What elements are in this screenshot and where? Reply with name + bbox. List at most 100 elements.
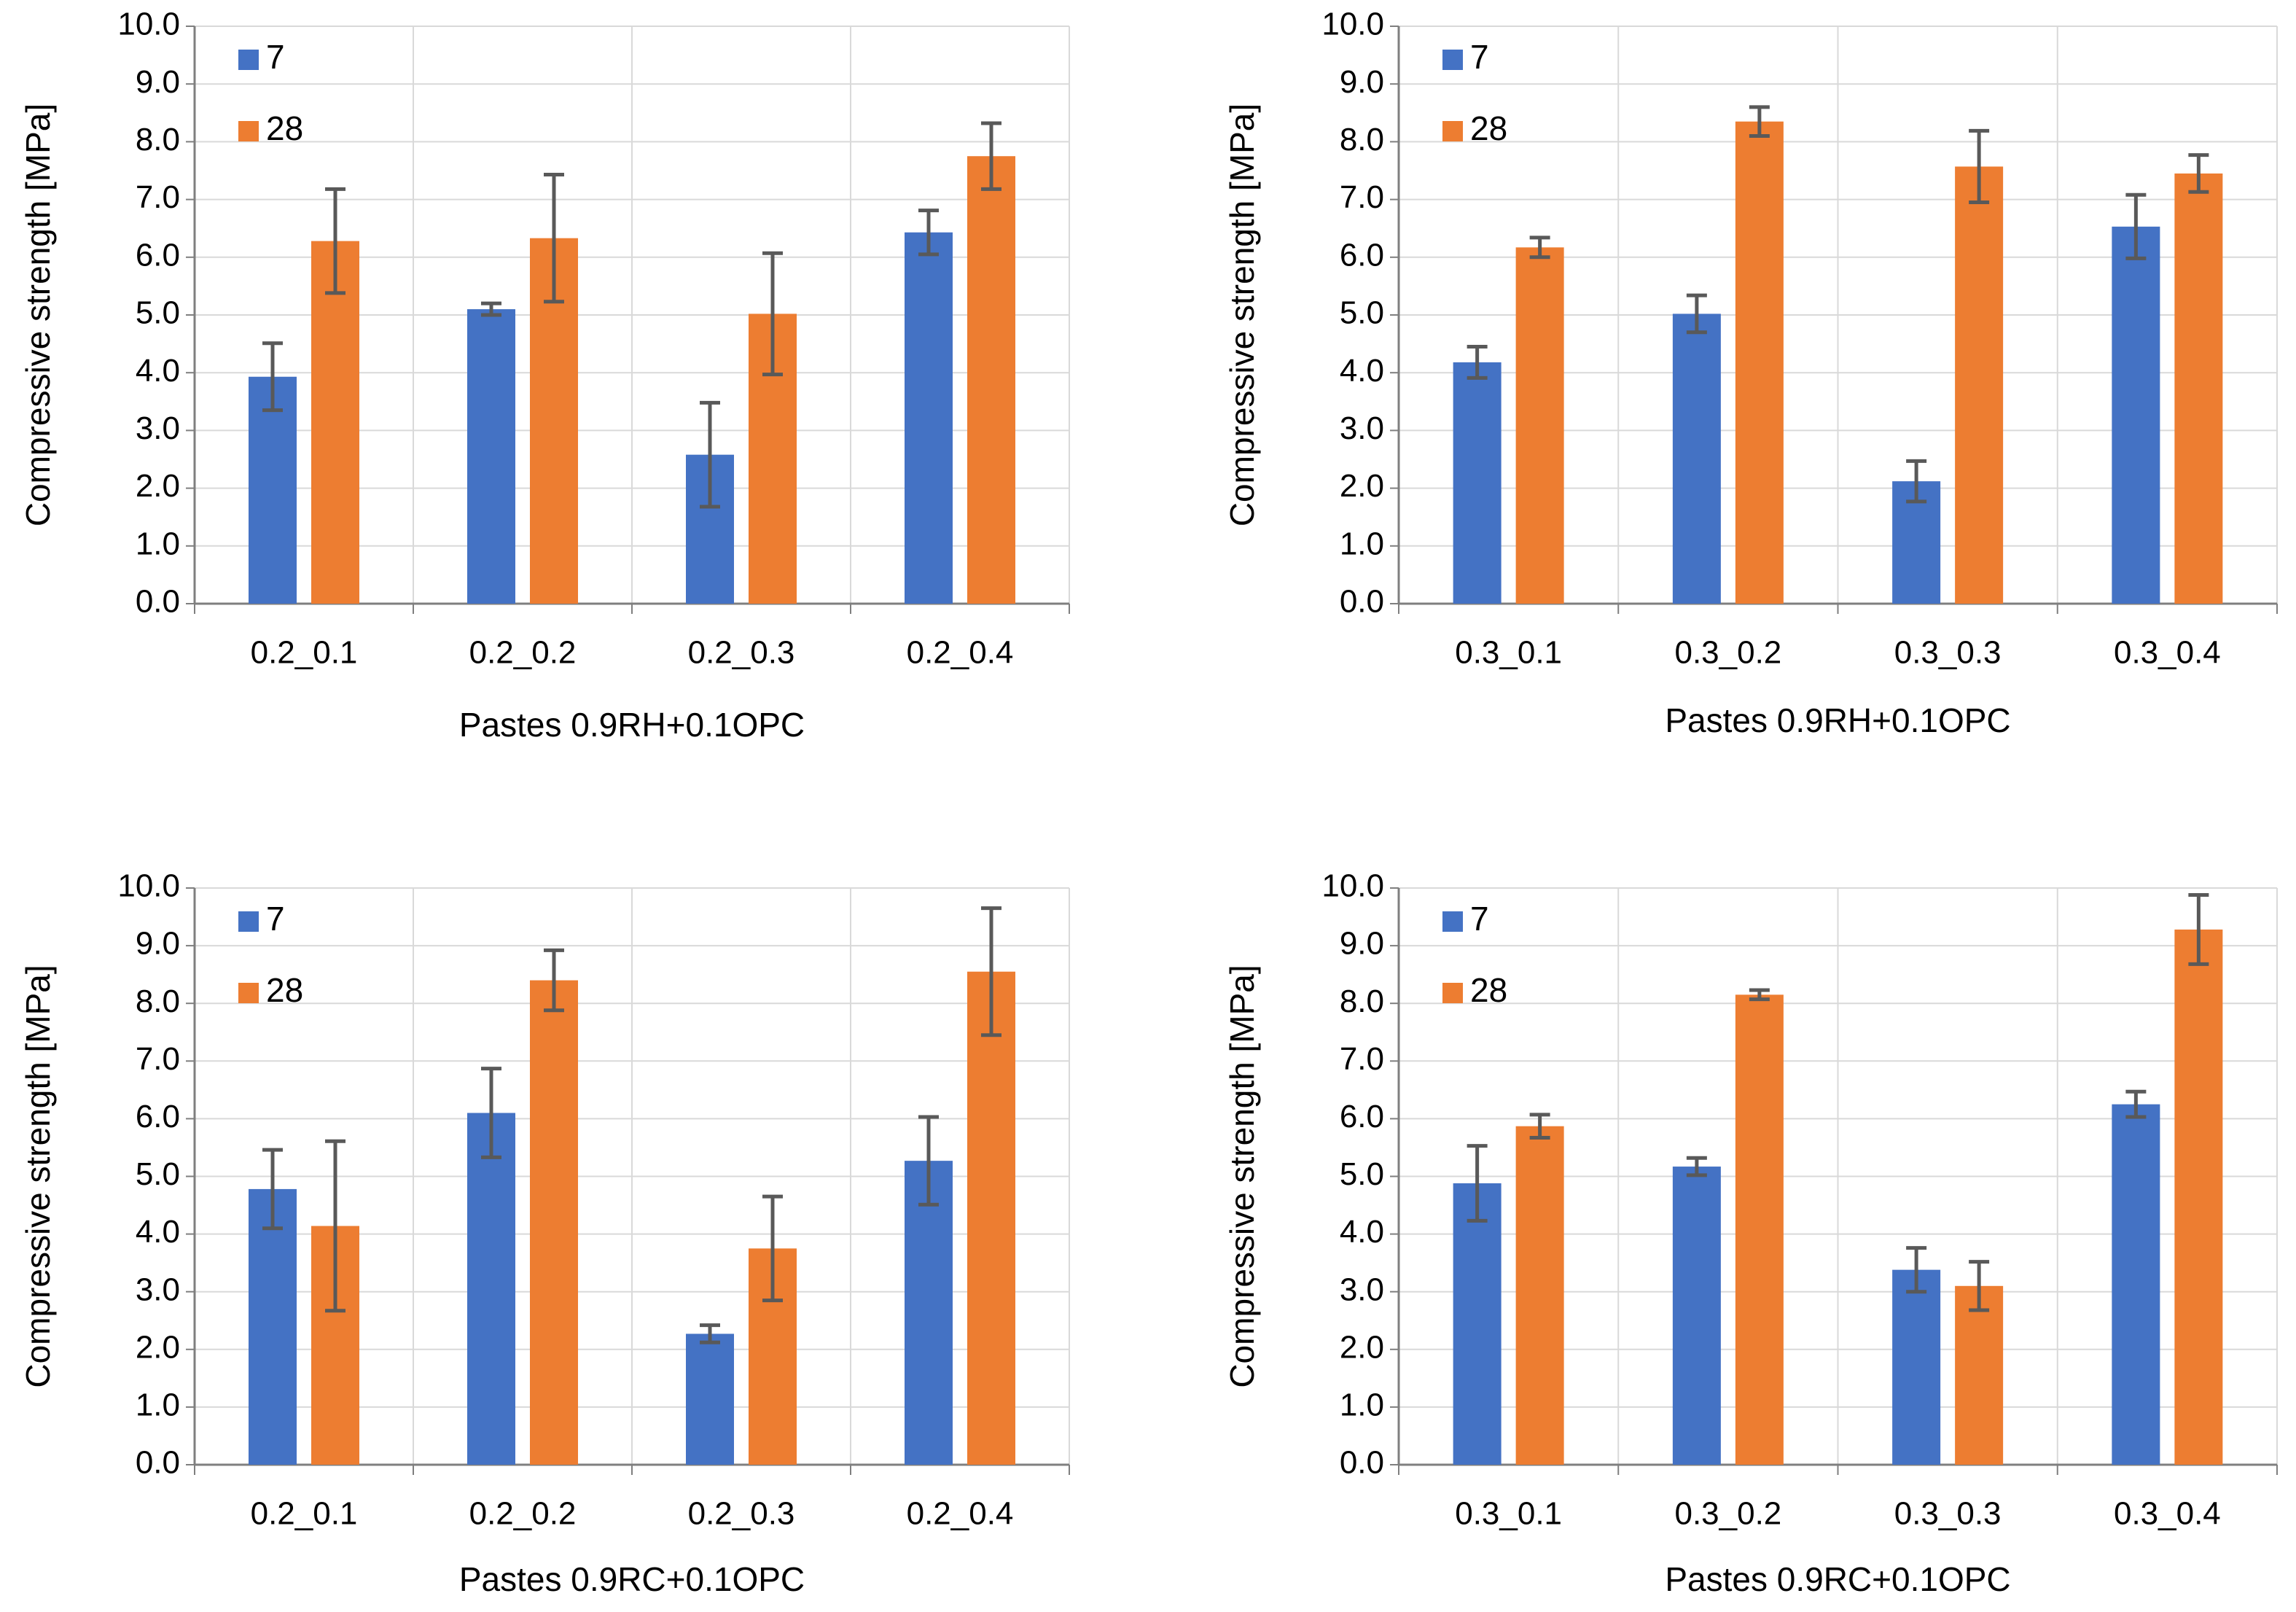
bar	[1453, 1183, 1502, 1465]
legend-swatch	[1442, 911, 1463, 932]
legend-label: 7	[1470, 38, 1489, 76]
error-bar	[325, 187, 345, 295]
y-tick-label: 6.0	[1340, 237, 1384, 273]
error-bar	[1969, 1260, 1990, 1312]
error-bar	[544, 173, 564, 304]
error-bar	[918, 1115, 939, 1207]
y-tick-label: 10.0	[1321, 7, 1384, 42]
y-tick-label: 5.0	[136, 1156, 180, 1192]
legend-label: 28	[266, 109, 303, 147]
y-tick-label: 3.0	[136, 410, 180, 446]
x-tick-label: 0.2_0.3	[688, 1496, 795, 1532]
y-tick-label: 2.0	[136, 468, 180, 504]
legend-swatch	[238, 911, 259, 932]
error-bar	[544, 948, 564, 1013]
error-bar	[700, 1323, 720, 1344]
bar	[1453, 362, 1502, 604]
bar	[1672, 314, 1721, 604]
y-axis-title: Compressive strength [MPa]	[1223, 965, 1261, 1387]
legend-swatch	[1442, 983, 1463, 1003]
y-tick-label: 2.0	[1340, 468, 1384, 504]
error-bar	[1749, 105, 1770, 138]
y-tick-label: 0.0	[136, 1445, 180, 1481]
error-bar	[1529, 1113, 1550, 1140]
bar	[2112, 1104, 2160, 1465]
y-tick-label: 0.0	[1340, 1445, 1384, 1481]
error-bar	[2188, 153, 2209, 194]
y-tick-label: 0.0	[136, 584, 180, 620]
legend-swatch	[238, 983, 259, 1003]
y-tick-label: 8.0	[136, 984, 180, 1019]
x-tick-label: 0.2_0.4	[907, 635, 1014, 671]
x-tick-label: 0.2_0.2	[469, 635, 577, 671]
y-axis-title: Compressive strength [MPa]	[19, 104, 57, 526]
x-axis-title: Pastes 0.9RH+0.1OPC	[459, 706, 805, 744]
error-bar	[1906, 459, 1927, 504]
y-tick-label: 7.0	[1340, 1041, 1384, 1077]
error-bar	[1749, 988, 1770, 1002]
x-tick-label: 0.3_0.3	[1894, 635, 2002, 671]
x-tick-label: 0.3_0.4	[2114, 635, 2221, 671]
y-tick-label: 6.0	[136, 237, 180, 273]
y-tick-label: 1.0	[1340, 526, 1384, 561]
bar	[967, 971, 1015, 1465]
y-tick-label: 7.0	[136, 179, 180, 215]
error-bar	[1969, 128, 1990, 205]
error-bar	[481, 301, 501, 317]
y-tick-label: 3.0	[1340, 410, 1384, 446]
y-tick-label: 2.0	[136, 1329, 180, 1365]
x-tick-label: 0.2_0.4	[907, 1496, 1014, 1532]
error-bar	[1467, 1144, 1488, 1223]
error-bar	[1686, 293, 1707, 335]
y-tick-label: 7.0	[136, 1041, 180, 1077]
bar	[467, 1113, 515, 1465]
x-tick-label: 0.3_0.2	[1674, 635, 1781, 671]
error-bar	[918, 209, 939, 257]
y-tick-label: 1.0	[136, 1387, 180, 1423]
bar	[1672, 1167, 1721, 1465]
bar	[1955, 166, 2004, 604]
y-tick-label: 6.0	[136, 1099, 180, 1134]
legend-label: 7	[1470, 900, 1489, 938]
x-tick-label: 0.2_0.1	[251, 1496, 358, 1532]
y-tick-label: 10.0	[1321, 868, 1384, 904]
bar	[1955, 1285, 2004, 1465]
bar	[2174, 929, 2223, 1465]
x-axis-title: Pastes 0.9RC+0.1OPC	[1665, 1560, 2010, 1598]
y-tick-label: 10.0	[117, 868, 180, 904]
error-bar	[262, 1148, 283, 1231]
bar	[1735, 994, 1784, 1465]
x-tick-label: 0.2_0.1	[251, 635, 358, 671]
bar	[249, 376, 297, 604]
x-tick-label: 0.3_0.3	[1894, 1496, 2002, 1532]
error-bar	[762, 251, 783, 377]
y-tick-label: 7.0	[1340, 179, 1384, 215]
error-bar	[325, 1139, 345, 1313]
bar	[530, 980, 578, 1465]
x-tick-label: 0.2_0.2	[469, 1496, 577, 1532]
y-tick-label: 0.0	[1340, 584, 1384, 620]
legend-swatch	[238, 50, 259, 70]
bar	[967, 156, 1015, 604]
y-tick-label: 1.0	[1340, 1387, 1384, 1423]
error-bar	[481, 1067, 501, 1159]
x-tick-label: 0.2_0.3	[688, 635, 795, 671]
error-bar	[1467, 345, 1488, 380]
y-axis-title: Compressive strength [MPa]	[19, 965, 57, 1387]
bar	[1515, 1126, 1564, 1465]
error-bar	[1529, 235, 1550, 260]
bar	[2174, 173, 2223, 604]
y-tick-label: 3.0	[136, 1272, 180, 1307]
x-axis-title: Pastes 0.9RC+0.1OPC	[459, 1560, 805, 1598]
x-tick-label: 0.3_0.2	[1674, 1496, 1781, 1532]
chart: 0.0 1.0 2.0 3.0 4.0 5.0 6.0 7.0 8.0 9.0 10.0 0.2_0.…	[19, 7, 1070, 744]
y-tick-label: 2.0	[1340, 1329, 1384, 1365]
chart: 0.0 1.0 2.0 3.0 4.0 5.0 6.0 7.0 8.0 9.0 10.0 0.3_0.…	[1223, 7, 2278, 739]
x-tick-label: 0.3_0.1	[1455, 635, 1562, 671]
bar	[686, 1333, 734, 1465]
y-tick-label: 8.0	[1340, 984, 1384, 1019]
legend-label: 7	[266, 38, 285, 76]
y-tick-label: 5.0	[1340, 295, 1384, 331]
chart: 0.0 1.0 2.0 3.0 4.0 5.0 6.0 7.0 8.0 9.0 10.0 0.2_0.…	[19, 868, 1070, 1598]
